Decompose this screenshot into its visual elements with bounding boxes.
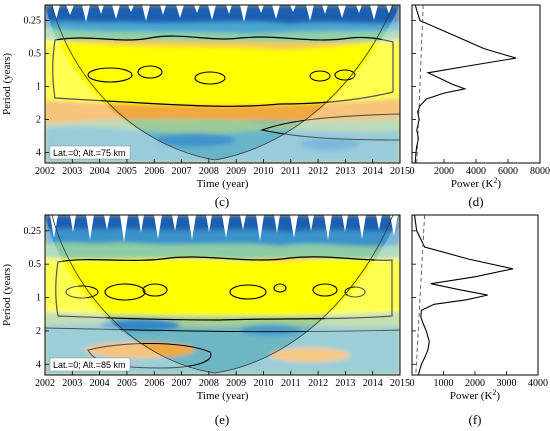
y-tick-label: 2	[36, 114, 41, 125]
x-tick-label: 1000	[434, 378, 454, 389]
x-tick-label: 2003	[62, 166, 82, 177]
annotation-box	[49, 145, 131, 160]
spectrum-frame	[44, 4, 401, 164]
x-tick-label: 3000	[497, 378, 517, 389]
axes-e: 2002 2003 2004 2005 2006 2007 2008 2009 2010 2011…	[1, 226, 410, 427]
annotation-label: Lat.=0; Alt.=85 km	[53, 360, 126, 370]
annotation-box	[49, 357, 131, 372]
y-tick-label: 2	[36, 326, 41, 337]
x-tick-label: 2009	[226, 378, 246, 389]
x-axis-label: Time (year)	[197, 178, 249, 190]
x-tick-label: 2002	[35, 378, 55, 389]
panel-label: (f)	[469, 412, 482, 427]
spectrum-frame	[44, 214, 401, 376]
significance-line	[416, 4, 424, 164]
power-plot-f: 0 1000 2000 3000 4000 Power (K2) (f)	[410, 214, 548, 427]
y-axis-label: Period (years)	[1, 53, 13, 115]
x-tick-label: 2004	[90, 166, 110, 177]
wavelet-spectrum-e: Lat.=0; Alt.=85 km	[44, 214, 401, 376]
y-tick-label: 1	[36, 293, 41, 304]
x-tick-label: 2002	[35, 166, 55, 177]
x-tick-label: 2010	[253, 378, 273, 389]
x-tick-label: 2005	[117, 166, 137, 177]
y-tick-label: 0.5	[29, 259, 42, 270]
x-tick-label: 2006	[144, 378, 164, 389]
wavelet-spectrum-c: Lat.=0; Alt.=75 km	[44, 4, 401, 164]
x-axis-label: Time (year)	[197, 390, 249, 402]
y-tick-label: 0.25	[24, 226, 42, 237]
y-axis-label: Period (years)	[1, 264, 13, 326]
y-tick-label: 0.5	[29, 49, 42, 60]
panel-label: (d)	[468, 194, 483, 209]
x-tick-label: 0	[410, 378, 415, 389]
x-tick-label: 2011	[281, 378, 301, 389]
x-tick-label: 2015	[390, 378, 410, 389]
x-tick-label: 2006	[144, 166, 164, 177]
x-tick-label: 2008	[199, 378, 219, 389]
y-tick-label: 4	[36, 359, 41, 370]
y-tick-label: 0.25	[24, 16, 42, 27]
x-axis-label: Power (K2)	[451, 176, 501, 190]
x-tick-label: 2013	[335, 378, 355, 389]
x-tick-label: 2004	[90, 378, 110, 389]
power-frame	[411, 214, 539, 376]
power-plot-d: 0 2000 4000 6000 8000 Power (K2) (d)	[410, 4, 550, 209]
x-tick-label: 2000	[434, 166, 454, 177]
x-tick-label: 2015	[390, 166, 410, 177]
x-tick-label: 2014	[363, 166, 383, 177]
x-tick-label: 2013	[335, 166, 355, 177]
x-tick-label: 2007	[172, 166, 192, 177]
panel-label: (c)	[215, 194, 229, 209]
x-tick-label: 2008	[199, 166, 219, 177]
x-tick-label: 2005	[117, 378, 137, 389]
axes-c: 2002 2003 2004 2005 2006 2007 2008 2009 2010 2011…	[1, 16, 410, 209]
significance-line	[415, 214, 426, 376]
global-power-line	[414, 4, 517, 164]
x-tick-label: 2000	[465, 378, 485, 389]
x-tick-label: 2010	[253, 166, 273, 177]
x-tick-label: 2014	[363, 378, 383, 389]
x-tick-label: 6000	[498, 166, 518, 177]
x-tick-label: 2003	[62, 378, 82, 389]
annotation-label: Lat.=0; Alt.=75 km	[53, 148, 126, 158]
y-tick-label: 1	[36, 82, 41, 93]
x-tick-label: 2011	[281, 166, 301, 177]
x-tick-label: 2007	[172, 378, 192, 389]
power-frame	[411, 4, 541, 164]
x-tick-label: 2009	[226, 166, 246, 177]
x-tick-label: 4000	[466, 166, 486, 177]
x-tick-label: 8000	[530, 166, 550, 177]
x-axis-label: Power (K2)	[450, 388, 500, 402]
x-tick-label: 4000	[528, 378, 548, 389]
panel-label: (e)	[215, 412, 229, 427]
x-tick-label: 2012	[308, 166, 328, 177]
y-tick-label: 4	[36, 147, 41, 158]
global-power-line	[413, 214, 513, 376]
x-tick-label: 0	[410, 166, 415, 177]
x-tick-label: 2012	[308, 378, 328, 389]
